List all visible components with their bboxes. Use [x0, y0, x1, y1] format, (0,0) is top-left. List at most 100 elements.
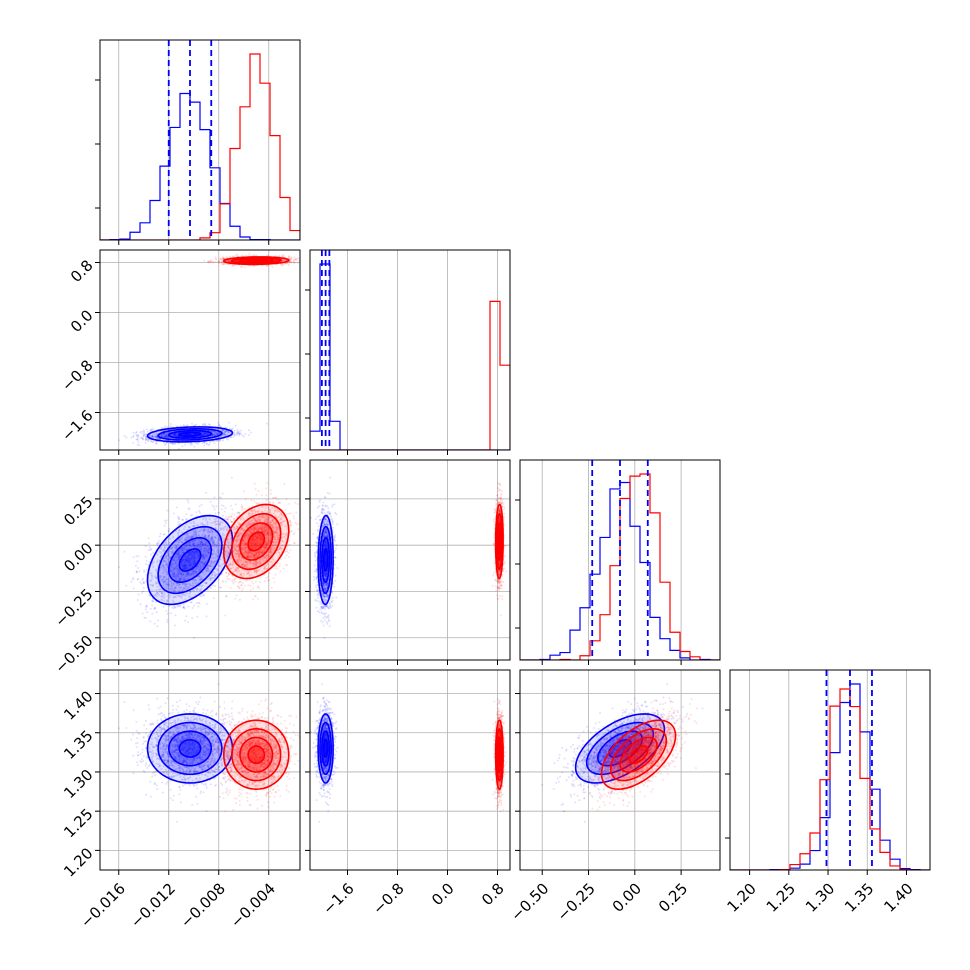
sample-point: [179, 554, 182, 556]
sample-point: [186, 433, 188, 436]
sample-point: [186, 532, 189, 535]
sample-point: [157, 539, 160, 542]
sample-point: [147, 439, 150, 442]
sample-point: [203, 444, 206, 447]
sample-point: [187, 556, 190, 559]
sample-point: [161, 595, 164, 598]
sample-point: [189, 564, 192, 566]
sample-point: [134, 564, 137, 567]
sample-point: [213, 432, 216, 435]
sample-point: [139, 581, 142, 584]
sample-point: [193, 524, 196, 527]
sample-point: [136, 436, 139, 439]
scatter-1-0: [118, 252, 300, 450]
sample-point: [292, 259, 295, 262]
sample-point: [236, 253, 239, 256]
sample-point: [170, 546, 173, 549]
contour-line: [246, 258, 266, 263]
axis-ticks: [305, 289, 498, 455]
sample-point: [220, 258, 222, 260]
sample-point: [187, 574, 190, 577]
sample-point: [156, 542, 159, 545]
sample-point: [184, 544, 187, 547]
sample-point: [158, 594, 161, 597]
sample-point: [228, 516, 231, 518]
sample-point: [229, 260, 232, 263]
sample-point: [213, 432, 216, 435]
sample-point: [176, 553, 179, 556]
sample-point: [266, 422, 268, 425]
sample-point: [221, 260, 223, 263]
sample-point: [284, 259, 287, 262]
sample-point: [192, 535, 195, 538]
sample-point: [150, 435, 153, 438]
sample-point: [171, 442, 174, 445]
sample-point: [194, 550, 197, 553]
sample-point: [200, 578, 203, 581]
sample-point: [173, 558, 176, 561]
sample-point: [136, 443, 139, 446]
sample-point: [139, 431, 142, 434]
sample-point: [216, 432, 219, 435]
sample-point: [228, 260, 231, 263]
sample-point: [235, 434, 238, 436]
sample-point: [148, 546, 151, 549]
sample-point: [144, 545, 147, 548]
sample-point: [165, 442, 168, 445]
sample-point: [206, 545, 209, 548]
sample-point: [205, 491, 208, 494]
sample-point: [156, 559, 159, 562]
sample-point: [202, 424, 205, 427]
sample-point: [233, 431, 236, 434]
sample-point: [175, 435, 178, 437]
sample-point: [293, 258, 295, 261]
sample-point: [188, 433, 191, 436]
sample-point: [167, 583, 170, 586]
sample-point: [204, 432, 207, 435]
sample-point: [215, 439, 218, 442]
sample-point: [266, 264, 269, 267]
sample-point: [207, 569, 210, 572]
sample-point: [188, 595, 190, 598]
sample-point: [191, 432, 193, 435]
sample-point: [171, 587, 174, 590]
sample-point: [161, 433, 164, 436]
sample-point: [287, 255, 290, 258]
sample-point: [189, 433, 192, 436]
sample-point: [213, 508, 216, 511]
sample-point: [141, 432, 144, 435]
sample-point: [219, 522, 222, 525]
sample-point: [245, 254, 248, 257]
sample-point: [192, 572, 195, 575]
axis-ticks: [725, 709, 907, 875]
sample-point: [185, 559, 187, 562]
sample-point: [189, 536, 192, 539]
sample-point: [199, 579, 202, 582]
sample-point: [186, 563, 188, 566]
scatter-2-0: [118, 476, 300, 639]
sample-point: [173, 587, 176, 590]
sample-point: [217, 569, 220, 572]
axis-ticks: [515, 499, 682, 665]
sample-point: [174, 566, 177, 569]
sample-point: [174, 434, 177, 437]
sample-point: [213, 571, 216, 574]
sample-point: [172, 433, 175, 436]
sample-point: [191, 607, 194, 609]
sample-point: [221, 492, 224, 495]
sample-point: [212, 570, 215, 573]
sample-point: [151, 435, 154, 438]
sample-point: [212, 433, 215, 435]
sample-point: [237, 259, 240, 262]
sample-point: [174, 596, 177, 599]
sample-point: [182, 603, 185, 606]
sample-point: [213, 521, 216, 523]
sample-point: [217, 538, 220, 541]
sample-point: [223, 433, 226, 436]
sample-point: [182, 551, 185, 554]
sample-point: [160, 546, 163, 549]
sample-point: [184, 433, 187, 436]
sample-point: [223, 431, 226, 434]
sample-point: [239, 432, 242, 435]
sample-point: [197, 555, 199, 558]
